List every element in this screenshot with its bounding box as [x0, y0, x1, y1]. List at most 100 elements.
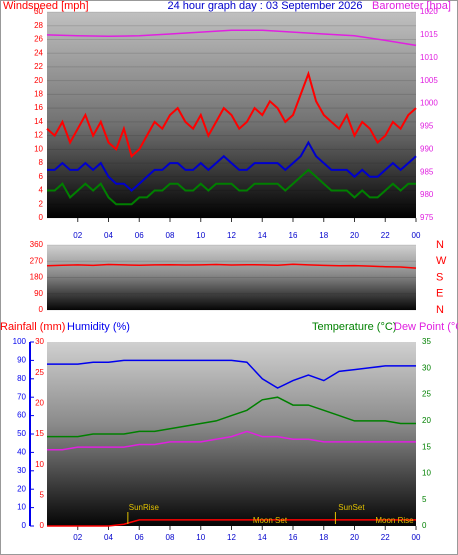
x-tick-label: 18	[319, 533, 328, 542]
x-tick-label: 16	[289, 231, 298, 240]
y-tick-label: 90	[17, 356, 26, 365]
x-tick-label: 22	[381, 231, 390, 240]
y-tick-label: 100	[13, 337, 27, 346]
y3-tick-label: 10	[35, 460, 44, 469]
y2-tick-label: 980	[420, 190, 434, 199]
x-tick-label: 00	[412, 533, 421, 542]
windspeed-label: Windspeed [mph]	[3, 0, 89, 12]
annotation: SunSet	[338, 503, 365, 512]
chart-title: 24 hour graph day : 03 September 2026	[167, 0, 362, 12]
x-tick-label: 12	[227, 231, 236, 240]
x-tick-label: 10	[196, 533, 205, 542]
x-tick-label: 06	[135, 533, 144, 542]
y-tick-label: 28	[34, 21, 43, 30]
y2-tick-label: W	[436, 255, 447, 267]
y2-tick-label: 10	[422, 469, 431, 478]
series-line	[47, 168, 416, 206]
x-tick-label: 08	[166, 533, 175, 542]
x-tick-label: 06	[135, 231, 144, 240]
legend-dewpoint: Dew Point (°C	[394, 321, 458, 333]
y3-tick-label: 25	[35, 368, 44, 377]
y-tick-label: 6	[39, 172, 44, 181]
y-tick-label: 20	[34, 76, 43, 85]
y2-tick-label: 30	[422, 363, 431, 372]
x-tick-label: 16	[289, 533, 298, 542]
y-tick-label: 80	[17, 374, 26, 383]
x-tick-label: 04	[104, 231, 113, 240]
series-line	[46, 70, 417, 159]
y2-tick-label: N	[436, 304, 444, 316]
legend-humidity: Humidity (%)	[67, 321, 130, 333]
y2-tick-label: 15	[422, 442, 431, 451]
y3-tick-label: 5	[40, 490, 45, 499]
y2-tick-label: 1020	[420, 7, 438, 16]
y-tick-label: 0	[22, 521, 27, 530]
y-tick-label: 360	[30, 240, 44, 249]
series-line	[47, 359, 416, 389]
x-tick-label: 14	[258, 533, 267, 542]
y-tick-label: 50	[17, 429, 26, 438]
y-tick-label: 60	[17, 411, 26, 420]
y2-tick-label: S	[436, 271, 443, 283]
y3-tick-label: 15	[35, 429, 44, 438]
x-tick-label: 14	[258, 231, 267, 240]
x-tick-label: 02	[73, 231, 82, 240]
y-tick-label: 26	[34, 35, 43, 44]
annotation: Moon Rise	[375, 516, 414, 525]
x-tick-label: 20	[350, 533, 359, 542]
y-tick-label: 10	[17, 503, 26, 512]
y2-tick-label: 25	[422, 390, 431, 399]
y2-tick-label: 985	[420, 167, 434, 176]
barometer-label: Barometer [hpa]	[372, 0, 451, 12]
x-tick-label: 04	[104, 533, 113, 542]
y-tick-label: 30	[17, 466, 26, 475]
y-tick-label: 90	[34, 289, 43, 298]
series-line	[47, 140, 417, 192]
y2-tick-label: 1015	[420, 30, 438, 39]
y-tick-label: 0	[39, 213, 44, 222]
x-tick-label: 00	[412, 231, 421, 240]
series-line	[46, 263, 417, 269]
y-tick-label: 16	[34, 103, 43, 112]
direction-panel	[47, 245, 416, 310]
y-tick-label: 2	[39, 199, 44, 208]
series-line	[47, 430, 416, 451]
y-tick-label: 180	[30, 273, 44, 282]
y3-tick-label: 0	[40, 521, 45, 530]
y2-tick-label: N	[436, 239, 444, 251]
y2-tick-label: 1010	[420, 53, 438, 62]
y3-tick-label: 30	[35, 337, 44, 346]
y-tick-label: 12	[34, 131, 43, 140]
series-line	[47, 519, 416, 527]
y-tick-label: 18	[34, 90, 43, 99]
y2-tick-label: 1000	[420, 99, 438, 108]
y2-tick-label: 0	[422, 521, 427, 530]
y-tick-label: 14	[34, 117, 43, 126]
x-tick-label: 18	[319, 231, 328, 240]
y-tick-label: 70	[17, 392, 26, 401]
annotation: SunRise	[129, 503, 160, 512]
y2-tick-label: E	[436, 288, 443, 300]
y2-tick-label: 35	[422, 337, 431, 346]
legend-temperature: Temperature (°C)	[312, 321, 396, 333]
series-line	[46, 29, 417, 47]
y2-tick-label: 20	[422, 416, 431, 425]
x-tick-label: 02	[73, 533, 82, 542]
x-tick-label: 10	[196, 231, 205, 240]
y-tick-label: 30	[34, 7, 43, 16]
y-tick-label: 8	[39, 158, 44, 167]
y2-tick-label: 1005	[420, 76, 438, 85]
y2-tick-label: 5	[422, 495, 427, 504]
y-tick-label: 20	[17, 484, 26, 493]
series-line	[47, 396, 416, 438]
x-tick-label: 22	[381, 533, 390, 542]
x-tick-label: 08	[166, 231, 175, 240]
y-tick-label: 40	[17, 448, 26, 457]
y-tick-label: 22	[34, 62, 43, 71]
annotation: Moon Set	[253, 516, 288, 525]
y2-tick-label: 995	[420, 122, 434, 131]
x-tick-label: 12	[227, 533, 236, 542]
y3-tick-label: 20	[35, 398, 44, 407]
y-tick-label: 4	[39, 186, 44, 195]
